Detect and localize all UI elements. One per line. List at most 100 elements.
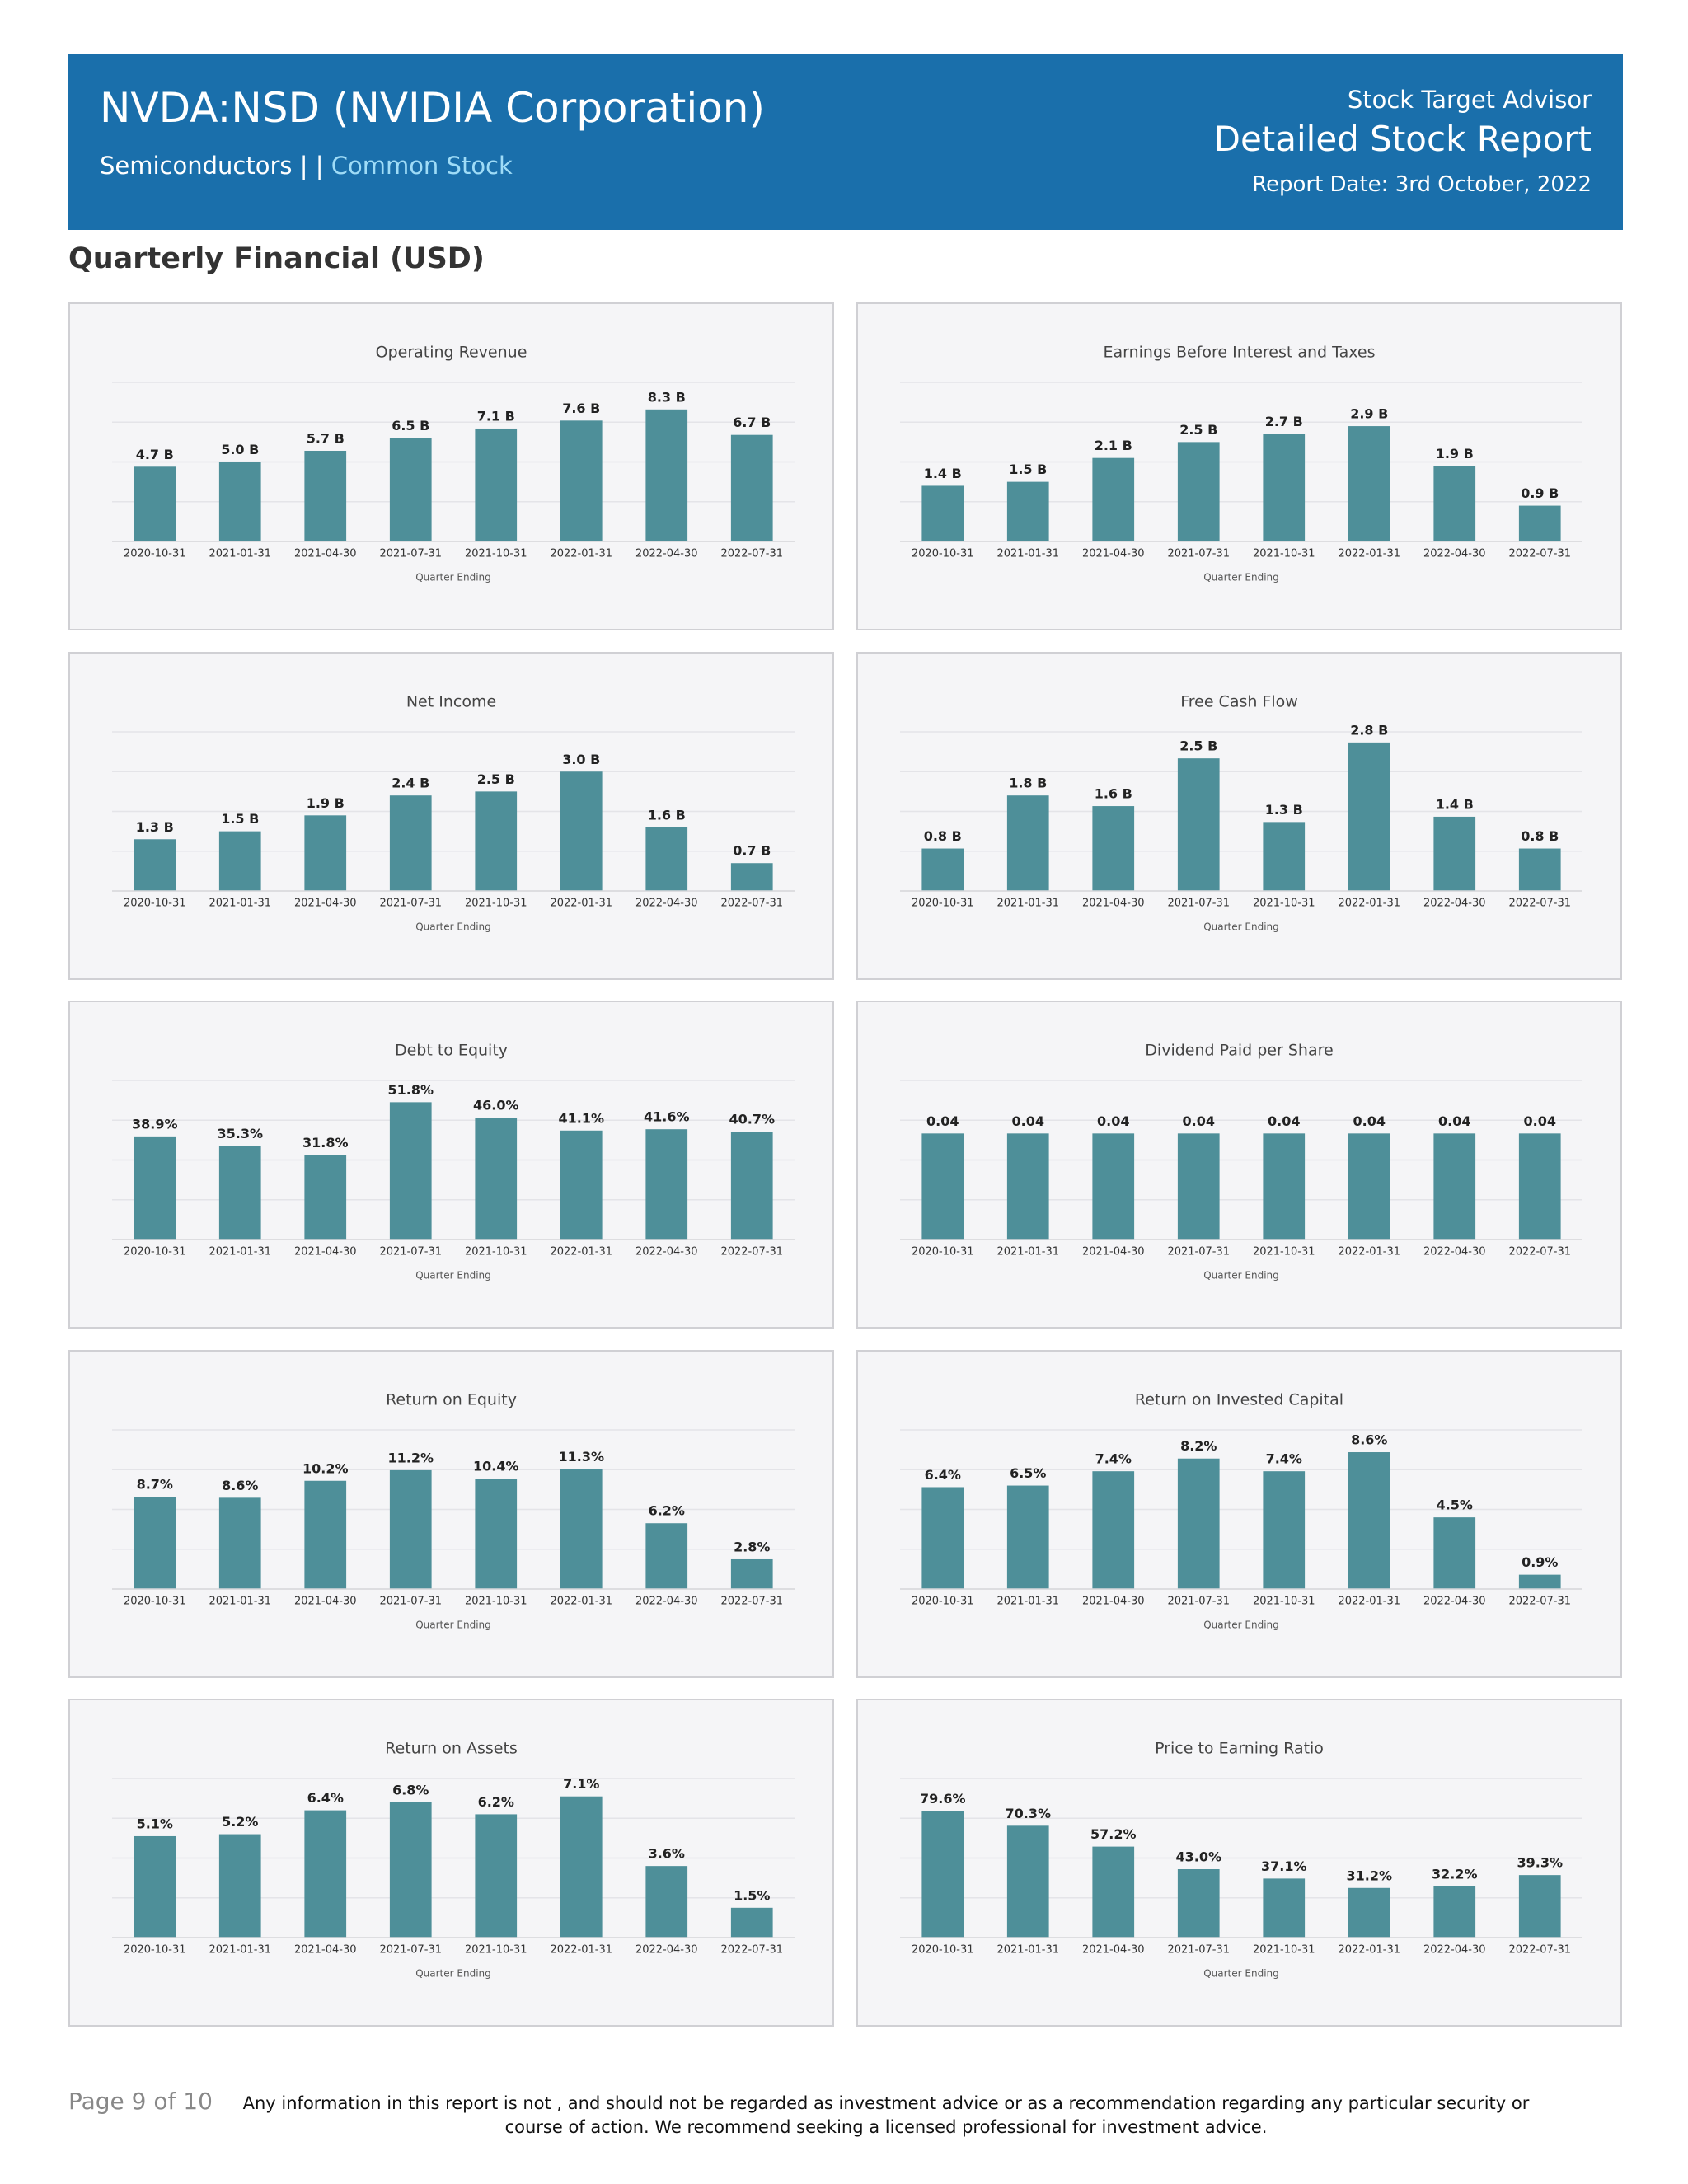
x-tick-label: 2021-07-31 <box>379 548 442 560</box>
bar <box>1006 481 1049 541</box>
x-tick-label: 2022-04-30 <box>635 897 698 909</box>
x-tick-label: 2021-10-31 <box>1253 1246 1315 1258</box>
x-tick-label: 2021-01-31 <box>996 1595 1059 1607</box>
data-label: 6.4% <box>307 1790 344 1806</box>
x-tick-label: 2021-04-30 <box>294 1944 357 1957</box>
bar <box>134 1136 176 1240</box>
chart-title: Earnings Before Interest and Taxes <box>1103 344 1375 362</box>
data-label: 10.2% <box>302 1460 349 1476</box>
chart-panel: Price to Earning Ratio 2020-10-31 79.6% 202… <box>856 1699 1622 2027</box>
x-tick-label: 2022-07-31 <box>720 1595 783 1607</box>
chart-title: Return on Assets <box>385 1740 518 1758</box>
data-label: 1.4 B <box>924 466 962 481</box>
bar <box>389 794 432 891</box>
x-tick-label: 2020-10-31 <box>124 548 186 560</box>
x-tick-label: 2021-10-31 <box>1253 1944 1315 1957</box>
brand: Stock Target Advisor <box>1347 86 1592 114</box>
sector: Semiconductors | | <box>100 152 324 180</box>
bar <box>921 485 964 541</box>
bar <box>1348 1887 1390 1938</box>
x-axis-title: Quarter Ending <box>1203 572 1279 583</box>
chart: Price to Earning Ratio 2020-10-31 79.6% 202… <box>900 1740 1582 1980</box>
x-tick-label: 2021-10-31 <box>1253 1595 1315 1607</box>
bar <box>730 1907 773 1938</box>
bar <box>560 1796 603 1938</box>
x-tick-label: 2021-01-31 <box>996 1246 1059 1258</box>
x-tick-label: 2021-07-31 <box>1167 548 1230 560</box>
data-label: 0.04 <box>926 1113 959 1129</box>
bar <box>1348 1451 1390 1589</box>
data-label: 6.4% <box>925 1466 961 1482</box>
data-label: 2.5 B <box>477 771 515 786</box>
x-tick-label: 2020-10-31 <box>124 1944 186 1957</box>
data-label: 6.5 B <box>392 418 429 434</box>
chart: Net Income 2020-10-31 1.3 B 2021-01-31 1.5 B… <box>112 692 795 932</box>
data-label: 3.6% <box>649 1846 685 1862</box>
bar <box>1433 1133 1476 1240</box>
data-label: 10.4% <box>473 1458 519 1474</box>
x-tick-label: 2022-01-31 <box>1338 897 1400 909</box>
x-tick-label: 2021-04-30 <box>294 1246 357 1258</box>
bar <box>304 1810 347 1938</box>
bar <box>645 1522 688 1589</box>
bar <box>304 450 347 541</box>
data-label: 2.8 B <box>1350 722 1388 738</box>
x-axis-title: Quarter Ending <box>1203 1270 1279 1282</box>
x-tick-label: 2022-07-31 <box>1508 1944 1571 1957</box>
x-tick-label: 2022-01-31 <box>1338 1595 1400 1607</box>
data-label: 0.8 B <box>1521 828 1559 844</box>
chart: Earnings Before Interest and Taxes 2020-1… <box>900 344 1582 583</box>
x-tick-label: 2021-10-31 <box>1253 548 1315 560</box>
x-tick-label: 2022-01-31 <box>1338 548 1400 560</box>
bar <box>560 1130 603 1240</box>
chart: Return on Invested Capital 2020-10-31 6.4%… <box>900 1390 1582 1630</box>
x-tick-label: 2021-07-31 <box>379 1595 442 1607</box>
data-label: 0.9% <box>1522 1554 1558 1570</box>
report-name: Detailed Stock Report <box>1213 119 1592 159</box>
data-label: 37.1% <box>1261 1858 1307 1874</box>
bar <box>218 462 261 541</box>
x-tick-label: 2021-07-31 <box>379 897 442 909</box>
x-tick-label: 2021-01-31 <box>209 1595 271 1607</box>
data-label: 2.7 B <box>1265 414 1303 429</box>
bar <box>389 438 432 541</box>
bar <box>134 466 176 541</box>
chart-title: Return on Invested Capital <box>1135 1390 1343 1408</box>
bar <box>730 1132 773 1240</box>
bar <box>645 1129 688 1240</box>
bar <box>218 831 261 891</box>
data-label: 1.8 B <box>1009 775 1047 790</box>
bar <box>560 420 603 541</box>
data-label: 2.4 B <box>392 775 429 790</box>
x-tick-label: 2020-10-31 <box>124 897 186 909</box>
x-axis-title: Quarter Ending <box>1203 1619 1279 1630</box>
x-tick-label: 2022-01-31 <box>1338 1944 1400 1957</box>
data-label: 7.4% <box>1095 1451 1132 1466</box>
x-tick-label: 2022-07-31 <box>720 548 783 560</box>
x-tick-label: 2022-07-31 <box>1508 897 1571 909</box>
data-label: 0.9 B <box>1521 485 1559 501</box>
x-tick-label: 2021-10-31 <box>465 1246 528 1258</box>
x-axis-title: Quarter Ending <box>415 1968 491 1980</box>
bar <box>1092 1133 1135 1240</box>
bar <box>1348 1133 1390 1240</box>
data-label: 32.2% <box>1432 1866 1478 1882</box>
x-tick-label: 2022-01-31 <box>550 1246 612 1258</box>
data-label: 31.2% <box>1346 1868 1392 1883</box>
x-tick-label: 2021-04-30 <box>1082 1595 1145 1607</box>
x-tick-label: 2021-01-31 <box>996 897 1059 909</box>
data-label: 38.9% <box>132 1116 178 1132</box>
chart-title: Return on Equity <box>386 1390 517 1408</box>
bar <box>475 1478 518 1589</box>
bar <box>389 1802 432 1938</box>
bar <box>475 428 518 541</box>
header: NVDA:NSD (NVIDIA Corporation) Semiconduc… <box>68 54 1623 230</box>
data-label: 46.0% <box>473 1098 519 1113</box>
bar <box>475 790 518 891</box>
x-tick-label: 2022-04-30 <box>635 1595 698 1607</box>
data-label: 51.8% <box>387 1082 434 1098</box>
report-title: NVDA:NSD (NVIDIA Corporation) <box>100 84 766 132</box>
bar <box>1433 466 1476 541</box>
x-tick-label: 2021-01-31 <box>209 548 271 560</box>
data-label: 5.0 B <box>221 442 259 457</box>
